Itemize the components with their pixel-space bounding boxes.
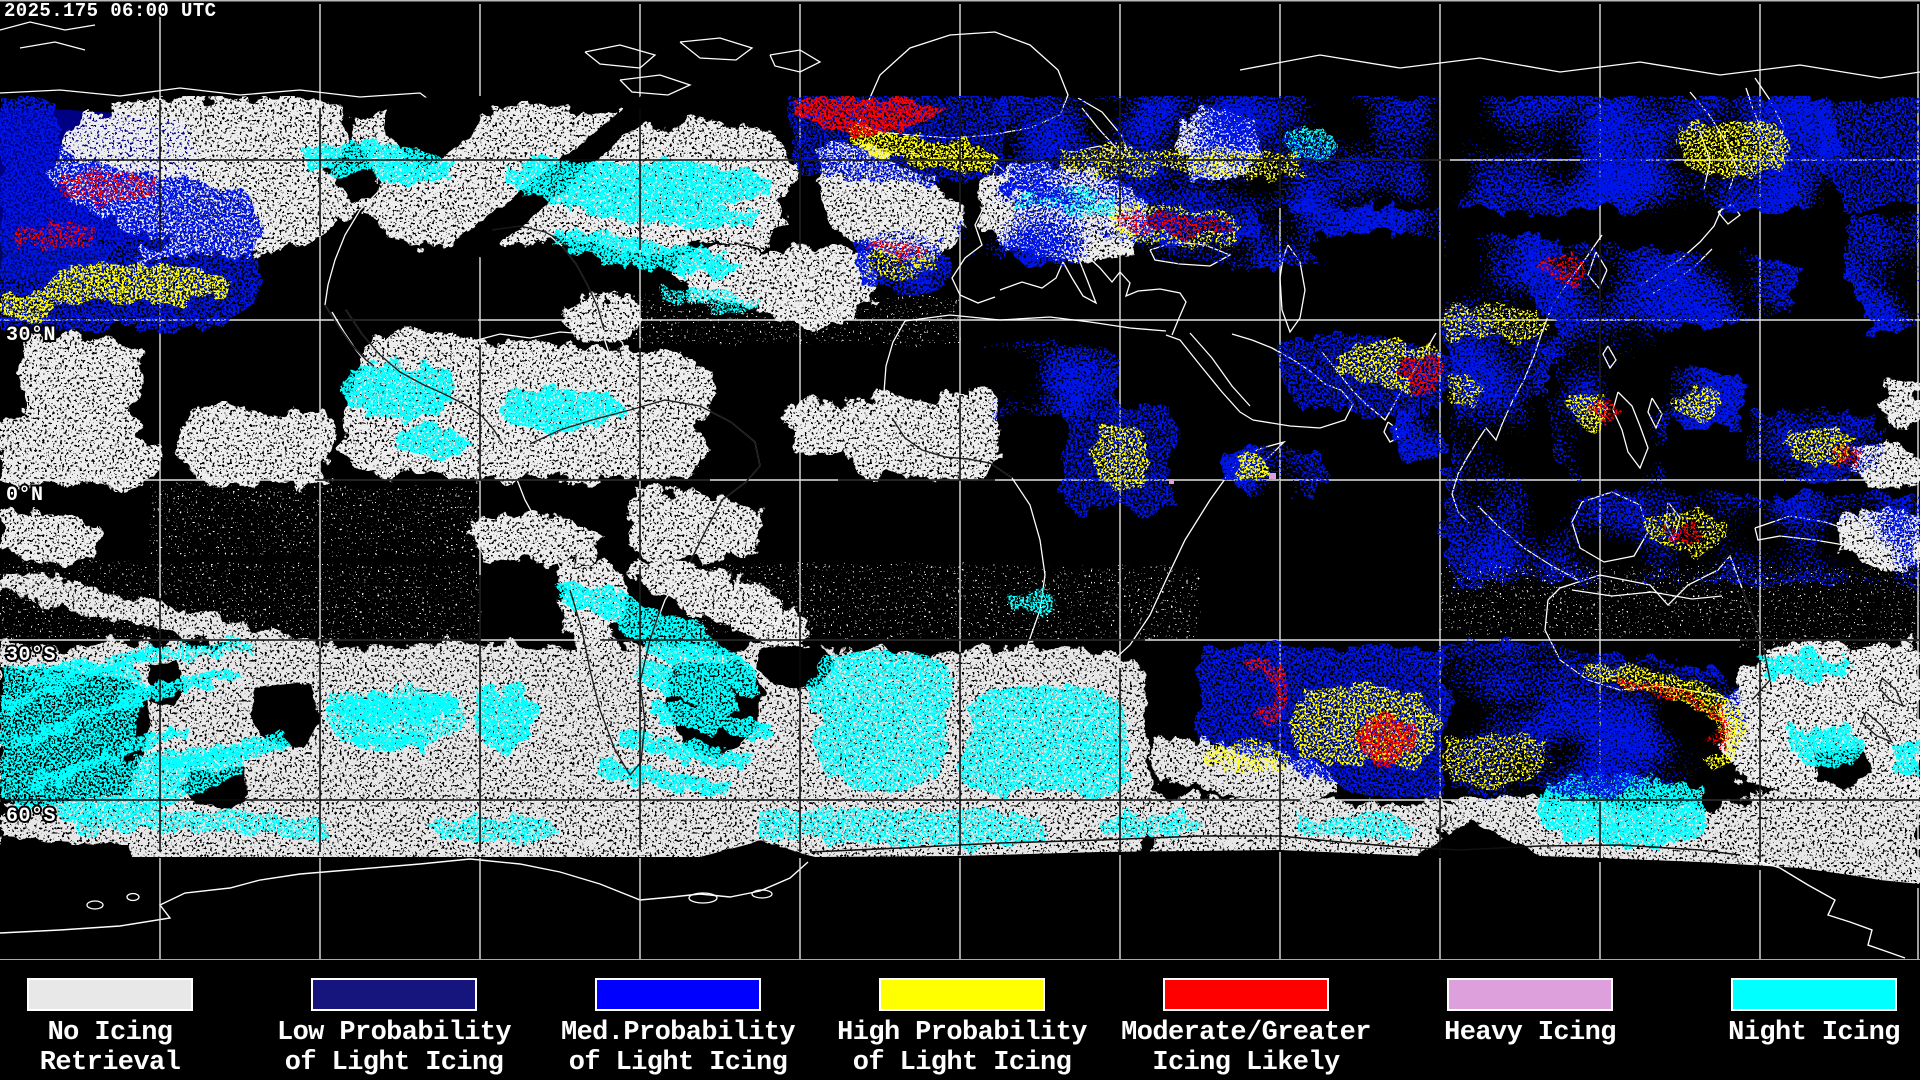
svg-text:60°S: 60°S: [6, 805, 56, 828]
svg-text:No Icing: No Icing: [48, 1018, 173, 1048]
svg-text:Med.Probability: Med.Probability: [561, 1018, 795, 1048]
svg-text:High Probability: High Probability: [837, 1018, 1087, 1048]
svg-text:Icing Likely: Icing Likely: [1152, 1048, 1340, 1078]
svg-text:Retrieval: Retrieval: [40, 1048, 181, 1078]
svg-text:30°S: 30°S: [6, 644, 56, 667]
svg-text:30°N: 30°N: [6, 324, 56, 347]
svg-text:Moderate/Greater: Moderate/Greater: [1121, 1018, 1371, 1048]
svg-text:Low Probability: Low Probability: [277, 1018, 511, 1048]
svg-text:Heavy Icing: Heavy Icing: [1444, 1018, 1616, 1048]
svg-text:Night Icing: Night Icing: [1728, 1018, 1900, 1048]
svg-text:of Light Icing: of Light Icing: [285, 1048, 503, 1078]
svg-text:0°N: 0°N: [6, 484, 44, 507]
svg-text:of Light Icing: of Light Icing: [853, 1048, 1071, 1078]
svg-text:of Light Icing: of Light Icing: [569, 1048, 787, 1078]
svg-text:2025.175 06:00 UTC: 2025.175 06:00 UTC: [4, 0, 216, 22]
